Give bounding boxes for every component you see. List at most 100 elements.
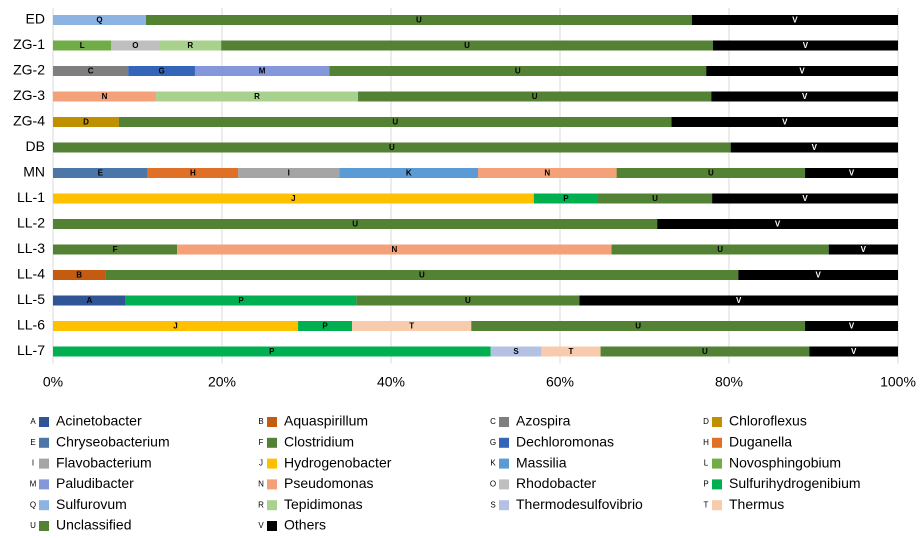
bar-segment: [118, 117, 672, 127]
bar-segment: [53, 40, 112, 51]
segment-label: V: [851, 347, 857, 356]
segment-label: V: [775, 220, 781, 229]
category-label: ZG-4: [13, 113, 45, 129]
legend-code: L: [704, 459, 709, 468]
bar-segment: [128, 66, 195, 76]
bar-segment: [738, 270, 898, 280]
segment-label: V: [792, 16, 798, 25]
legend-code: A: [30, 417, 36, 426]
segment-label: G: [158, 67, 164, 76]
legend-swatch: [267, 437, 277, 448]
legend-label: Tepidimonas: [284, 496, 363, 512]
segment-label: C: [88, 67, 94, 76]
legend-code: C: [490, 417, 496, 426]
segment-label: U: [708, 169, 714, 178]
legend-code: T: [704, 500, 709, 509]
legend-code: B: [258, 417, 263, 426]
legend-code: R: [258, 500, 264, 509]
segment-label: U: [532, 92, 538, 101]
segment-label: V: [802, 92, 808, 101]
bar-segment: [159, 40, 222, 51]
category-label: DB: [26, 138, 45, 154]
x-tick-label: 40%: [377, 374, 405, 390]
bar-segment: [671, 117, 898, 127]
bar-segment: [53, 117, 119, 127]
legend-swatch: [267, 500, 277, 511]
legend-label: Azospira: [516, 413, 571, 429]
legend-code: M: [30, 480, 37, 489]
legend-label: Duganella: [729, 434, 792, 450]
legend-label: Others: [284, 517, 326, 533]
legend-code: K: [490, 459, 496, 468]
segment-label: T: [409, 322, 414, 331]
legend-label: Pseudomonas: [284, 475, 374, 491]
legend-label: Rhodobacter: [516, 475, 597, 491]
legend-swatch: [712, 479, 722, 490]
bar-segment: [53, 168, 148, 178]
legend-code: J: [259, 459, 263, 468]
segment-label: U: [392, 118, 398, 127]
bar-segment: [730, 142, 898, 153]
segment-label: N: [544, 169, 550, 178]
segment-label: L: [80, 41, 85, 50]
segment-label: V: [849, 169, 855, 178]
legend-label: Paludibacter: [56, 475, 134, 491]
bar-segment: [53, 244, 178, 255]
segment-label: U: [717, 245, 723, 254]
segment-label: R: [187, 41, 193, 50]
bar-segment: [53, 66, 129, 76]
segment-label: V: [736, 296, 742, 305]
bar-segment: [657, 219, 898, 229]
segment-label: A: [86, 296, 92, 305]
bar-segment: [53, 15, 146, 25]
category-label: ZG-3: [13, 87, 45, 103]
bar-segment: [712, 40, 898, 51]
legend-code: U: [30, 521, 36, 530]
segment-label: V: [849, 322, 855, 331]
segment-label: E: [98, 169, 104, 178]
bar-segment: [490, 346, 542, 357]
segment-label: V: [799, 67, 805, 76]
legend-swatch: [499, 437, 509, 448]
segment-label: P: [322, 322, 328, 331]
bar-segment: [329, 66, 707, 76]
bar-segment: [105, 270, 739, 280]
legend-label: Dechloromonas: [516, 434, 614, 450]
legend-label: Chloroflexus: [729, 413, 807, 429]
segment-label: M: [259, 67, 266, 76]
legend-swatch: [267, 521, 277, 531]
legend-swatch: [39, 458, 49, 469]
bar-segment: [805, 168, 898, 178]
segment-label: U: [465, 296, 471, 305]
bar-segment: [53, 142, 731, 153]
segment-label: U: [419, 271, 425, 280]
segment-label: V: [803, 41, 809, 50]
segment-label: H: [190, 169, 196, 178]
x-tick-label: 20%: [208, 374, 236, 390]
segment-label: U: [464, 41, 470, 50]
segment-label: O: [132, 41, 138, 50]
bar-segment: [809, 346, 898, 357]
bar-segment: [598, 193, 713, 204]
bar-segment: [711, 91, 898, 102]
segment-label: R: [254, 92, 260, 101]
segment-label: I: [288, 169, 290, 178]
bar-segment: [805, 321, 898, 331]
segment-label: U: [389, 143, 395, 152]
legend-swatch: [499, 500, 509, 511]
bar-segment: [53, 193, 534, 204]
x-tick-label: 100%: [880, 374, 916, 390]
legend-swatch: [267, 458, 277, 469]
segment-label: U: [515, 67, 521, 76]
segment-label: S: [513, 347, 519, 356]
category-label: MN: [23, 164, 45, 180]
legend-swatch: [712, 437, 722, 448]
bar-segment: [478, 168, 617, 178]
segment-label: J: [291, 194, 295, 203]
bar-segment: [533, 193, 599, 204]
legend-label: Hydrogenobacter: [284, 454, 392, 470]
segment-label: P: [563, 194, 569, 203]
legend-swatch: [499, 479, 509, 490]
segment-label: U: [702, 347, 708, 356]
bar-segment: [828, 244, 898, 255]
